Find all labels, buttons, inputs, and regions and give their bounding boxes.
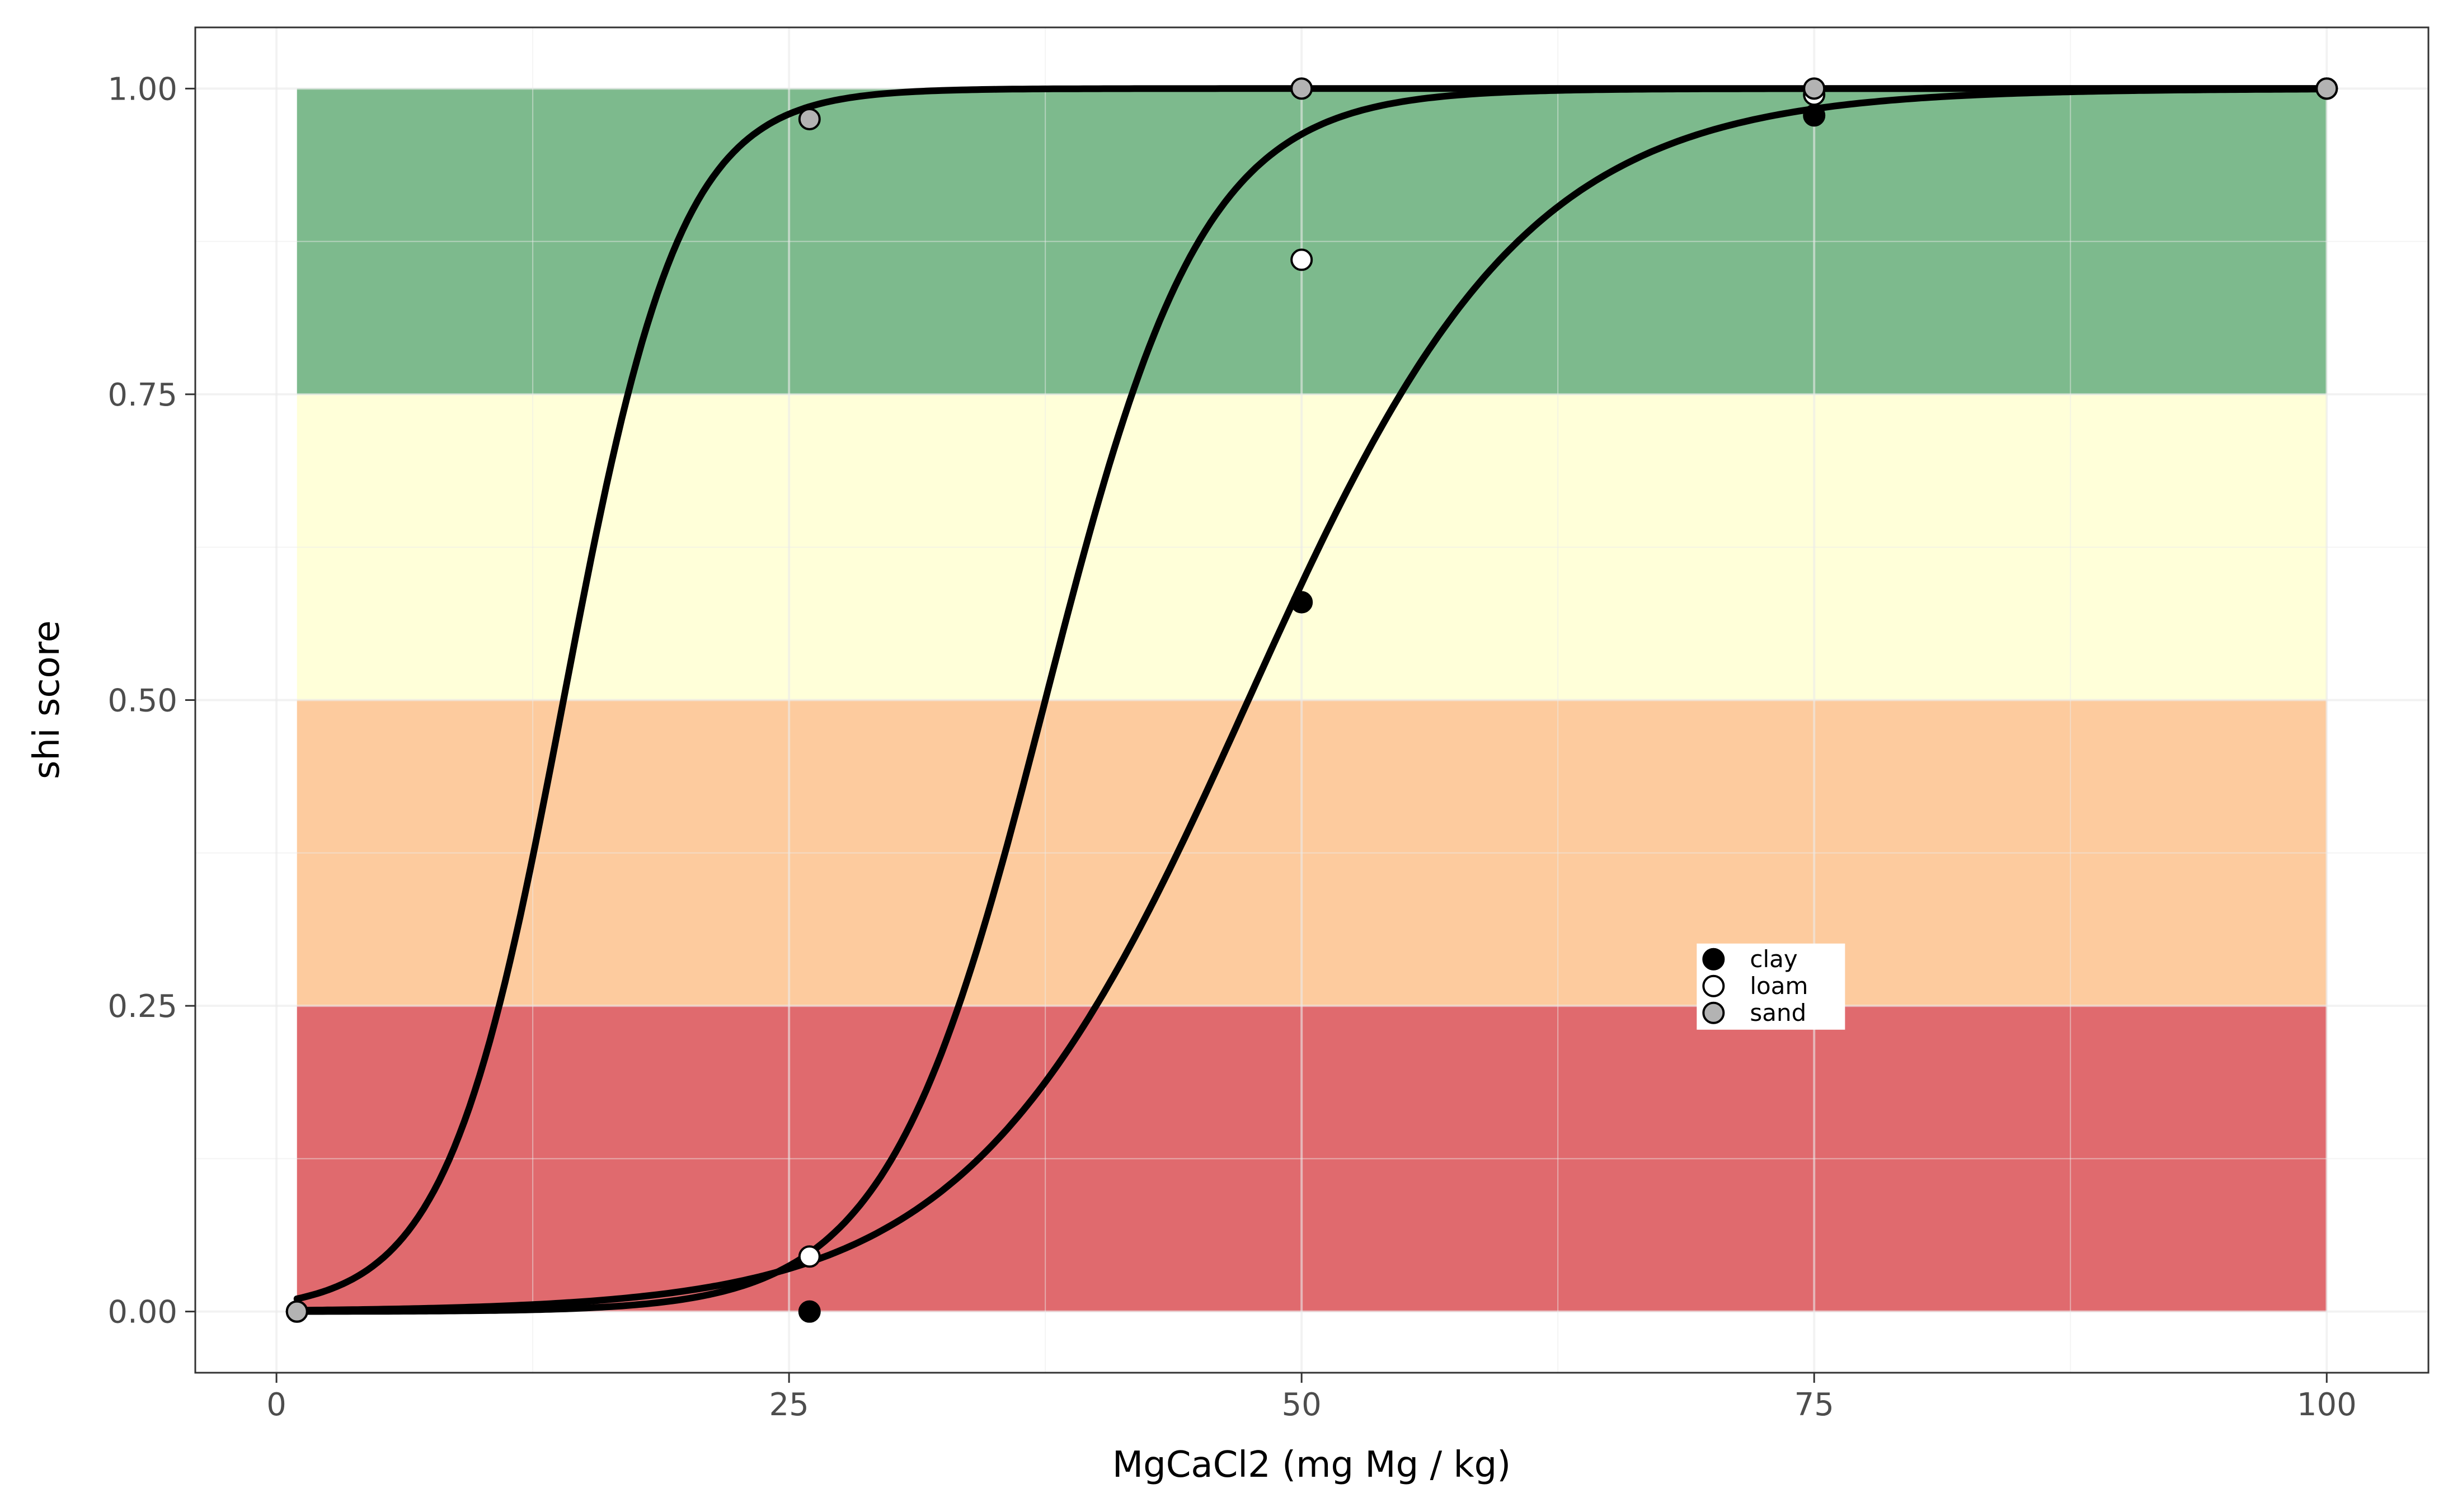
- y-axis-title: shi score: [26, 620, 68, 779]
- legend-label-loam: loam: [1750, 972, 1808, 1000]
- grid-lines: [195, 27, 2428, 1373]
- x-tick-label-3: 75: [1794, 1387, 1834, 1423]
- point-sand-4: [2315, 77, 2338, 100]
- y-tick-label-1: 0.25: [107, 988, 177, 1025]
- x-tick-label-1: 25: [769, 1387, 809, 1423]
- series-line-clay: [293, 86, 2330, 1314]
- point-sand-1: [798, 107, 821, 130]
- legend-key-loam: [1702, 974, 1725, 997]
- legend-key-clay: [1702, 948, 1725, 971]
- axis-ticks: 0 25 50 75 100 0.00 0.25 0.50 0.75 1.00: [107, 71, 2356, 1423]
- point-sand-0: [285, 1300, 308, 1323]
- y-tick-label-3: 0.75: [107, 377, 177, 413]
- legend-key-sand: [1702, 1001, 1725, 1024]
- data-points: [285, 77, 2338, 1323]
- y-tick-label-0: 0.00: [107, 1294, 177, 1331]
- point-sand-2: [1290, 77, 1313, 100]
- point-sand-3: [1803, 77, 1826, 100]
- point-clay-2: [1290, 591, 1313, 614]
- y-tick-label-4: 1.00: [107, 71, 177, 107]
- x-tick-label-4: 100: [2297, 1387, 2357, 1423]
- x-tick-label-0: 0: [266, 1387, 286, 1423]
- point-loam-1: [798, 1245, 821, 1268]
- legend-label-clay: clay: [1750, 945, 1797, 973]
- x-axis-title: MgCaCl2 (mg Mg / kg): [1112, 1444, 1511, 1486]
- x-tick-label-2: 50: [1282, 1387, 1322, 1423]
- point-clay-1: [798, 1300, 821, 1323]
- y-tick-label-2: 0.50: [107, 683, 177, 719]
- point-loam-2: [1290, 248, 1313, 271]
- legend-label-sand: sand: [1750, 999, 1806, 1026]
- point-clay-3: [1803, 104, 1826, 127]
